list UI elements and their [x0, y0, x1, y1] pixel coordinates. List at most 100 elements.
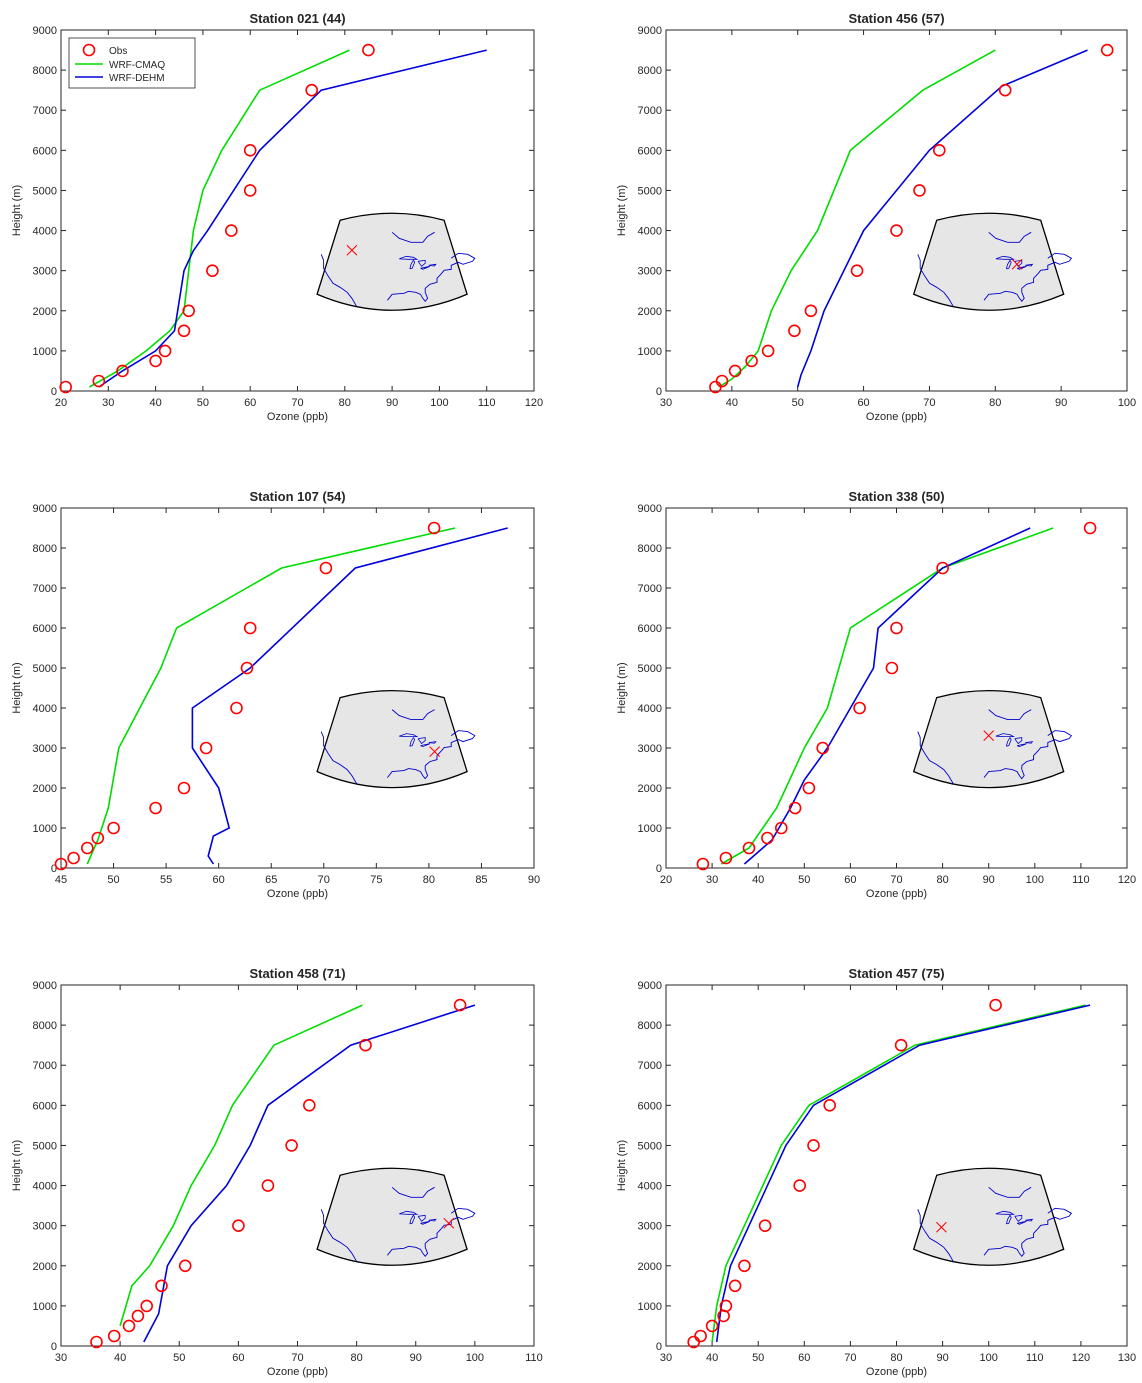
x-tick-label: 100 [980, 1352, 998, 1364]
obs-point [243, 144, 257, 157]
x-tick-label: 70 [291, 1352, 303, 1364]
station-marker [346, 244, 358, 256]
panel-2: 30 40 50 60 70 80 90 10001000200030004000500060… [616, 11, 1136, 423]
obs-point [225, 224, 238, 237]
y-tick-label: 3000 [638, 743, 662, 755]
y-tick-label: 4000 [33, 703, 57, 715]
x-tick-label: 50 [752, 1352, 764, 1364]
lake [409, 736, 416, 747]
obs-point [178, 1259, 192, 1273]
obs-point [177, 781, 191, 795]
y-tick-label: 0 [51, 386, 57, 398]
y-tick-label: 3000 [638, 1221, 662, 1233]
y-tick-label: 4000 [33, 1181, 57, 1193]
x-tick-label: 40 [114, 1352, 126, 1364]
lake [428, 1218, 437, 1222]
panel-3: 45 50 55 60 65 70 75 80 85 90 0 1000 2000 3000 4000 500… [11, 489, 540, 900]
y-axis-label: Height (m) [616, 662, 628, 713]
y-tick-label: 2000 [33, 1261, 57, 1273]
x-tick-label: 90 [983, 874, 995, 886]
obs-point [742, 841, 756, 855]
y-tick-label: 6000 [33, 145, 57, 157]
map-outline [912, 1167, 1065, 1266]
coastline-west [320, 254, 357, 307]
y-tick-label: 2000 [638, 306, 662, 318]
map-outline [316, 690, 468, 789]
lake [995, 733, 1016, 737]
lake [399, 1210, 419, 1215]
lake [995, 255, 1016, 260]
obs-point [719, 1299, 733, 1313]
axes-box [60, 984, 535, 1347]
x-tick-label: 50 [792, 397, 804, 409]
legend-box [68, 37, 196, 89]
y-tick-label: 4000 [638, 226, 662, 238]
axes-box [60, 507, 535, 869]
coastline-west [917, 1209, 954, 1262]
hudson-bay [391, 709, 435, 721]
hudson-bay [988, 231, 1032, 243]
obs-point [1083, 521, 1097, 535]
obs-point [823, 1099, 837, 1112]
hudson-bay [391, 1186, 435, 1198]
obs-point [705, 1319, 719, 1333]
panel-5: 30 40 50 60 70 80 90 100 110 0 1000 2000 3000 4000 500… [11, 966, 543, 1378]
coastline-east [387, 730, 476, 780]
y-tick-label: 2000 [638, 783, 662, 795]
x-tick-label: 50 [173, 1352, 185, 1364]
lake [409, 259, 416, 270]
obs-point [1100, 43, 1114, 57]
obs-point [359, 1038, 372, 1052]
obs-point [998, 83, 1012, 97]
inset-map [912, 212, 1073, 311]
series-line-wrf-cmaq [89, 49, 350, 388]
x-tick-label: 50 [798, 874, 810, 886]
y-tick-label: 1000 [33, 346, 57, 358]
x-tick-label: 75 [370, 874, 382, 886]
coastline-west [917, 731, 954, 784]
x-axis-label: Ozone (ppb) [866, 1366, 927, 1378]
y-axis-label: Height (m) [11, 1140, 23, 1191]
series-line-wrf-dehm [143, 1004, 476, 1343]
x-axis-label: Ozone (ppb) [267, 1366, 328, 1378]
x-tick-label: 40 [149, 397, 161, 409]
x-tick-label: 110 [1072, 874, 1090, 886]
y-axis-label: Height (m) [11, 662, 23, 713]
map-outline [912, 690, 1065, 789]
y-tick-label: 1000 [638, 346, 662, 358]
x-tick-label: 60 [244, 397, 256, 409]
obs-point [81, 841, 94, 855]
x-tick-label: 100 [1118, 397, 1136, 409]
obs-point [140, 1299, 153, 1313]
obs-point [932, 144, 946, 157]
station-marker [1011, 258, 1023, 270]
y-tick-label: 7000 [33, 105, 57, 117]
lake [428, 741, 437, 744]
coastline-east [387, 1207, 476, 1258]
y-tick-label: 9000 [638, 503, 662, 515]
obs-point [305, 83, 319, 97]
y-tick-label: 1000 [33, 1301, 57, 1313]
x-tick-label: 80 [339, 397, 351, 409]
obs-point [728, 1279, 742, 1293]
x-tick-label: 100 [430, 397, 448, 409]
x-tick-label: 90 [386, 397, 398, 409]
lake [1014, 1214, 1023, 1222]
obs-point [59, 380, 72, 394]
series-line-wrf-cmaq [711, 1004, 1086, 1343]
obs-point [761, 831, 774, 845]
y-tick-label: 8000 [638, 1020, 662, 1032]
obs-point [850, 264, 864, 278]
lake [420, 743, 431, 748]
obs-point [243, 184, 257, 197]
coastline-east [983, 252, 1073, 303]
y-tick-label: 5000 [638, 663, 662, 675]
obs-point [232, 1219, 245, 1232]
y-tick-label: 7000 [638, 1060, 662, 1072]
legend-label: WRF-CMAQ [109, 60, 165, 71]
y-tick-label: 2000 [33, 306, 57, 318]
y-tick-label: 7000 [638, 105, 662, 117]
x-tick-label: 30 [706, 874, 718, 886]
axes-box [665, 29, 1128, 392]
obs-point [230, 701, 243, 715]
